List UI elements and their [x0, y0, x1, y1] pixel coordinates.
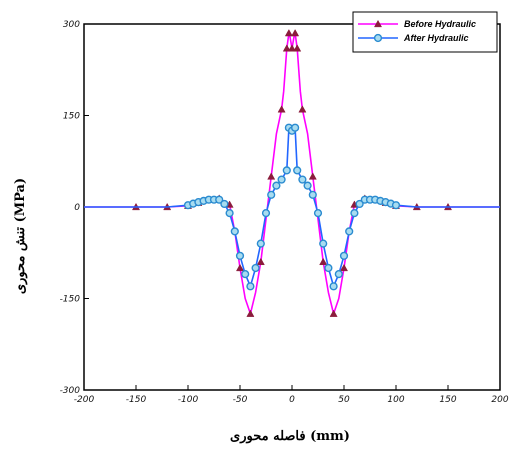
data-point — [329, 282, 338, 291]
data-point — [277, 175, 286, 184]
data-point — [329, 309, 338, 317]
data-point — [215, 195, 224, 204]
x-tick-label: -150 — [126, 395, 147, 405]
data-point — [291, 123, 300, 132]
data-point — [261, 209, 271, 218]
data-point — [324, 263, 333, 273]
legend: Before Hydraulic After Hydraulic — [352, 11, 498, 53]
legend-label: Before Hydraulic — [404, 19, 476, 29]
legend-label: After Hydraulic — [403, 33, 469, 43]
data-point — [230, 227, 239, 236]
data-point — [339, 263, 349, 272]
data-point — [256, 257, 265, 266]
data-point — [251, 263, 260, 273]
data-point — [319, 257, 328, 266]
data-point — [287, 44, 297, 52]
legend-marker — [373, 19, 383, 28]
x-tick-label: -50 — [233, 395, 248, 405]
series-line — [84, 32, 500, 315]
legend-box — [352, 11, 498, 53]
x-tick-label: -100 — [178, 395, 199, 405]
y-tick-label: 0 — [74, 203, 80, 213]
data-point — [303, 181, 312, 190]
data-point — [308, 172, 317, 180]
data-point — [284, 29, 293, 37]
data-point — [246, 282, 255, 291]
y-tick-label: -300 — [60, 386, 81, 396]
data-point — [272, 181, 281, 190]
data-point — [355, 199, 364, 209]
data-point — [339, 251, 349, 260]
y-tick-label: 150 — [63, 112, 80, 122]
data-point — [246, 309, 255, 317]
data-point — [308, 190, 317, 199]
data-point — [350, 209, 359, 218]
data-point — [267, 190, 276, 199]
data-point — [282, 166, 291, 175]
y-axis-label: تنش محوری (MPa) — [13, 178, 28, 294]
data-point — [220, 199, 229, 209]
data-point — [391, 201, 401, 210]
data-point — [313, 209, 323, 218]
data-point — [298, 105, 307, 113]
data-point — [334, 270, 343, 279]
data-point — [345, 227, 354, 236]
series-before — [84, 29, 500, 317]
y-tick-label: -150 — [60, 295, 81, 305]
data-point — [267, 172, 276, 180]
data-point — [241, 270, 250, 279]
series-after — [84, 123, 500, 291]
x-tick-label: 200 — [491, 395, 508, 405]
data-point — [282, 44, 291, 52]
data-point — [277, 105, 286, 113]
data-point — [225, 209, 234, 218]
data-point — [293, 44, 302, 52]
legend-marker — [373, 33, 383, 43]
series-lines — [84, 29, 500, 317]
data-point — [235, 263, 245, 272]
data-point — [291, 29, 300, 37]
data-point — [298, 175, 307, 184]
x-tick-label: 50 — [338, 395, 350, 405]
x-axis-ticks: -200 -150 -100 -50 0 50 100 150 200 — [74, 385, 509, 405]
x-tick-label: 100 — [387, 395, 404, 405]
series-line — [84, 123, 500, 288]
data-point — [256, 239, 265, 248]
x-tick-label: 0 — [289, 395, 295, 405]
data-point — [235, 251, 245, 260]
data-point — [319, 239, 328, 248]
data-point — [293, 166, 302, 175]
x-tick-label: -200 — [74, 395, 95, 405]
x-axis-label: فاصله محوری (mm) — [230, 429, 350, 444]
x-tick-label: 150 — [439, 395, 456, 405]
y-tick-label: 300 — [63, 20, 80, 30]
